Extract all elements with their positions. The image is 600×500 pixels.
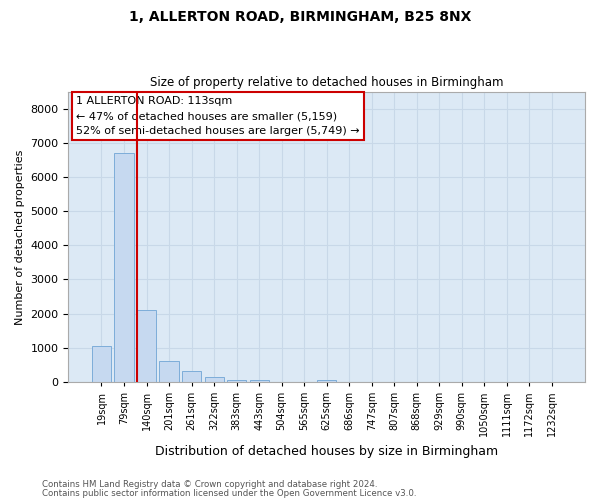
Text: 1, ALLERTON ROAD, BIRMINGHAM, B25 8NX: 1, ALLERTON ROAD, BIRMINGHAM, B25 8NX bbox=[129, 10, 471, 24]
Bar bbox=[137, 310, 156, 382]
Text: Contains HM Land Registry data © Crown copyright and database right 2024.: Contains HM Land Registry data © Crown c… bbox=[42, 480, 377, 489]
Y-axis label: Number of detached properties: Number of detached properties bbox=[15, 149, 25, 324]
Bar bbox=[182, 372, 201, 382]
Bar bbox=[92, 346, 111, 382]
Bar bbox=[160, 361, 179, 382]
Bar bbox=[250, 380, 269, 382]
Bar bbox=[115, 154, 134, 382]
Text: 1 ALLERTON ROAD: 113sqm
← 47% of detached houses are smaller (5,159)
52% of semi: 1 ALLERTON ROAD: 113sqm ← 47% of detache… bbox=[76, 96, 360, 136]
X-axis label: Distribution of detached houses by size in Birmingham: Distribution of detached houses by size … bbox=[155, 444, 498, 458]
Bar bbox=[205, 377, 224, 382]
Text: Contains public sector information licensed under the Open Government Licence v3: Contains public sector information licen… bbox=[42, 489, 416, 498]
Bar bbox=[317, 380, 336, 382]
Title: Size of property relative to detached houses in Birmingham: Size of property relative to detached ho… bbox=[150, 76, 503, 90]
Bar bbox=[227, 380, 246, 382]
